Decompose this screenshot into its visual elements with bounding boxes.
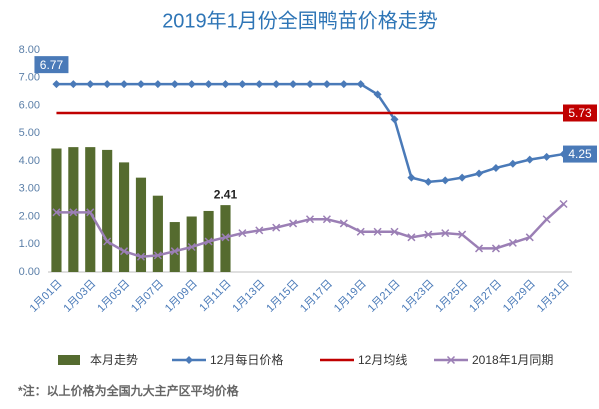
- marker: [339, 219, 348, 228]
- marker: [69, 80, 78, 89]
- marker: [356, 80, 365, 89]
- marker: [508, 238, 517, 247]
- legend-label: 12月均线: [358, 353, 407, 367]
- marker: [289, 80, 298, 89]
- marker: [187, 242, 196, 252]
- marker: [221, 80, 230, 89]
- marker: [221, 233, 230, 242]
- marker: [407, 233, 416, 242]
- bar: [85, 147, 96, 272]
- marker: [424, 177, 433, 186]
- marker: [153, 251, 162, 260]
- marker: [69, 208, 78, 217]
- marker: [255, 80, 264, 89]
- marker: [238, 80, 247, 89]
- y-tick-label: 6.00: [19, 99, 40, 111]
- marker: [339, 80, 348, 89]
- marker: [508, 159, 517, 168]
- y-tick-label: 7.00: [19, 72, 40, 84]
- legend-marker: [446, 355, 456, 365]
- data-label-box: [563, 104, 597, 122]
- marker: [475, 169, 484, 178]
- data-label-box: [563, 145, 597, 163]
- bar: [102, 149, 113, 272]
- marker: [373, 90, 382, 99]
- marker: [305, 215, 315, 224]
- marker: [356, 227, 365, 236]
- bar: [118, 162, 130, 272]
- marker: [559, 199, 568, 209]
- marker: [170, 247, 179, 256]
- marker: [103, 80, 112, 89]
- marker: [525, 233, 534, 242]
- marker: [441, 229, 450, 238]
- bar: [186, 216, 197, 272]
- y-tick-label: 2.00: [19, 210, 40, 222]
- marker: [272, 80, 281, 89]
- marker: [52, 80, 61, 89]
- marker: [238, 229, 247, 238]
- marker: [306, 80, 314, 89]
- marker: [52, 208, 61, 217]
- marker: [390, 227, 399, 236]
- y-tick-label: 8.00: [19, 44, 40, 56]
- marker: [525, 155, 534, 164]
- marker: [136, 252, 145, 261]
- marker: [204, 80, 213, 89]
- legend-label: 本月走势: [90, 353, 138, 367]
- bar: [68, 147, 79, 272]
- marker: [458, 173, 467, 182]
- legend-label: 12月每日价格: [210, 352, 283, 367]
- chart-title: 2019年1月份全国鸭苗价格走势: [162, 9, 438, 32]
- marker: [187, 80, 196, 89]
- data-label: 5.73: [568, 106, 592, 120]
- y-tick-label: 0.00: [19, 266, 40, 278]
- bar: [135, 177, 147, 272]
- data-label-box: [34, 56, 69, 74]
- data-label: 4.25: [568, 147, 592, 161]
- marker: [204, 237, 213, 246]
- marker: [136, 80, 145, 89]
- marker: [390, 115, 399, 124]
- marker: [272, 223, 281, 232]
- marker: [458, 230, 467, 239]
- y-tick-label: 1.00: [19, 238, 40, 250]
- legend-swatch: [58, 355, 80, 365]
- marker: [153, 80, 162, 89]
- marker: [255, 226, 264, 235]
- marker: [424, 230, 433, 239]
- y-tick-label: 3.00: [19, 183, 40, 195]
- marker: [120, 80, 129, 89]
- marker: [289, 219, 298, 228]
- bar: [152, 195, 163, 272]
- marker: [103, 237, 112, 246]
- marker: [491, 244, 500, 253]
- data-label: 6.77: [40, 58, 64, 72]
- marker: [491, 163, 500, 172]
- marker: [322, 80, 331, 89]
- data-label: 2.41: [214, 187, 238, 201]
- bar: [169, 222, 180, 272]
- marker: [542, 215, 551, 224]
- note: *注：以上价格为全国九大主产区平均价格: [18, 383, 240, 398]
- marker: [120, 247, 129, 256]
- legend-label: 2018年1月同期: [472, 353, 553, 367]
- marker: [475, 244, 484, 253]
- marker: [86, 208, 95, 217]
- marker: [407, 173, 416, 182]
- marker: [170, 80, 179, 89]
- legend-marker: [185, 356, 193, 364]
- marker: [441, 176, 450, 185]
- marker: [542, 152, 551, 161]
- marker: [86, 80, 95, 89]
- y-tick-label: 5.00: [19, 127, 40, 139]
- y-tick-label: 4.00: [19, 155, 40, 167]
- marker: [373, 227, 382, 236]
- marker: [322, 215, 331, 224]
- bar: [51, 148, 62, 272]
